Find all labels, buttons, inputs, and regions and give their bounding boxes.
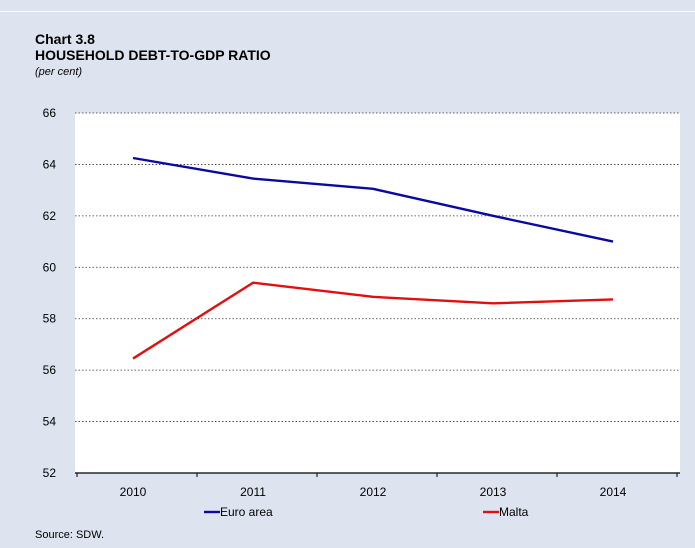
y-tick-label-56: 56: [43, 363, 57, 377]
series-line-malta: [132, 281, 614, 360]
y-tick-label-52: 52: [43, 466, 57, 480]
x-tick-label-2014: 2014: [600, 485, 627, 499]
legend-label-euro-area: Euro area: [220, 505, 273, 519]
gridlines: [75, 112, 680, 422]
axes: 52 54 56 58 60 62 64 66 2010 2011 2012 2013 2014: [43, 106, 680, 499]
y-tick-label-60: 60: [43, 260, 57, 274]
y-tick-label-64: 64: [43, 157, 57, 171]
legend: Euro area Malta: [204, 505, 529, 519]
chart-number: Chart 3.8: [35, 31, 95, 47]
x-tick-label-2010: 2010: [120, 485, 147, 499]
top-border-band: [0, 0, 695, 12]
series-lines: [132, 156, 614, 360]
chart-subtitle: (per cent): [35, 66, 83, 78]
series-line-euro-area: [132, 156, 614, 243]
y-tick-label-58: 58: [43, 312, 57, 326]
x-tick-label-2012: 2012: [360, 485, 387, 499]
y-tick-label-54: 54: [43, 415, 57, 429]
x-tick-label-2011: 2011: [240, 485, 266, 499]
y-tick-label-62: 62: [43, 209, 57, 223]
x-tick-label-2013: 2013: [480, 485, 507, 499]
source-note: Source: SDW.: [35, 529, 105, 541]
plot-area: [75, 113, 680, 473]
chart-title: HOUSEHOLD DEBT-TO-GDP RATIO: [35, 47, 271, 63]
y-tick-label-66: 66: [43, 106, 57, 120]
legend-label-malta: Malta: [499, 505, 529, 519]
